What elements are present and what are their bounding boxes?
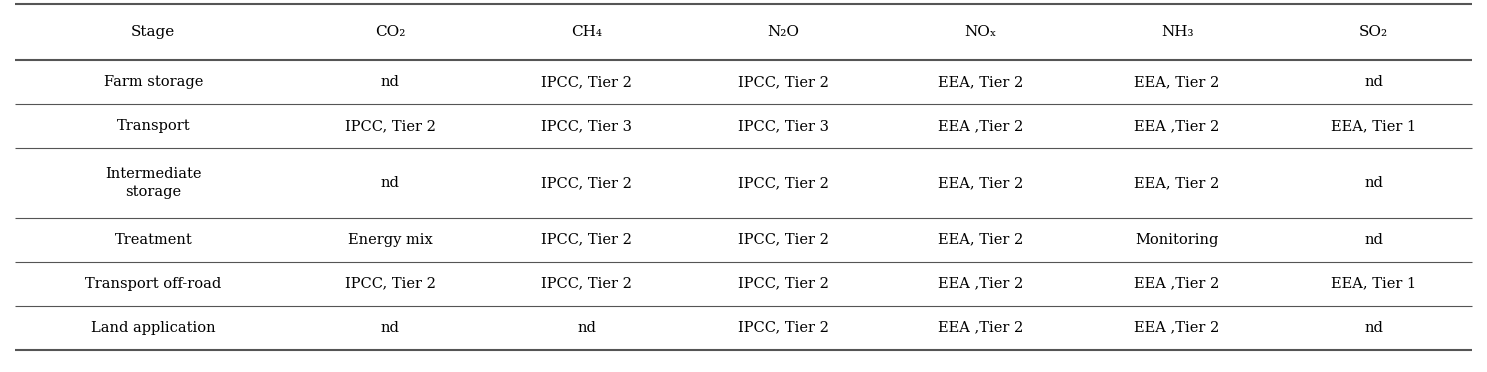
- Text: IPCC, Tier 2: IPCC, Tier 2: [541, 277, 632, 291]
- Text: IPCC, Tier 2: IPCC, Tier 2: [541, 232, 632, 247]
- Text: IPCC, Tier 2: IPCC, Tier 2: [738, 321, 830, 335]
- Text: nd: nd: [381, 176, 400, 190]
- Text: IPCC, Tier 2: IPCC, Tier 2: [345, 119, 436, 134]
- Text: EEA ,Tier 2: EEA ,Tier 2: [1135, 277, 1219, 291]
- Text: NH₃: NH₃: [1161, 25, 1193, 39]
- Text: EEA ,Tier 2: EEA ,Tier 2: [1135, 119, 1219, 134]
- Text: EEA, Tier 2: EEA, Tier 2: [938, 176, 1023, 190]
- Text: Energy mix: Energy mix: [348, 232, 433, 247]
- Text: IPCC, Tier 3: IPCC, Tier 3: [738, 119, 830, 134]
- Text: Transport off-road: Transport off-road: [85, 277, 222, 291]
- Text: Stage: Stage: [131, 25, 175, 39]
- Text: Farm storage: Farm storage: [104, 76, 204, 89]
- Text: EEA ,Tier 2: EEA ,Tier 2: [1135, 321, 1219, 335]
- Text: EEA ,Tier 2: EEA ,Tier 2: [938, 321, 1023, 335]
- Text: NOₓ: NOₓ: [964, 25, 996, 39]
- Text: CO₂: CO₂: [375, 25, 406, 39]
- Text: CH₄: CH₄: [571, 25, 602, 39]
- Text: EEA ,Tier 2: EEA ,Tier 2: [938, 119, 1023, 134]
- Text: Intermediate
storage: Intermediate storage: [106, 167, 202, 199]
- Text: Treatment: Treatment: [114, 232, 192, 247]
- Text: IPCC, Tier 2: IPCC, Tier 2: [345, 277, 436, 291]
- Text: Monitoring: Monitoring: [1136, 232, 1219, 247]
- Text: nd: nd: [381, 76, 400, 89]
- Text: nd: nd: [381, 321, 400, 335]
- Text: nd: nd: [1365, 321, 1383, 335]
- Text: nd: nd: [1365, 76, 1383, 89]
- Text: EEA, Tier 2: EEA, Tier 2: [1135, 176, 1219, 190]
- Text: EEA, Tier 1: EEA, Tier 1: [1331, 119, 1416, 134]
- Text: Transport: Transport: [116, 119, 190, 134]
- Text: nd: nd: [1365, 176, 1383, 190]
- Text: EEA ,Tier 2: EEA ,Tier 2: [938, 277, 1023, 291]
- Text: IPCC, Tier 3: IPCC, Tier 3: [541, 119, 632, 134]
- Text: IPCC, Tier 2: IPCC, Tier 2: [738, 76, 830, 89]
- Text: EEA, Tier 2: EEA, Tier 2: [938, 76, 1023, 89]
- Text: EEA, Tier 2: EEA, Tier 2: [1135, 76, 1219, 89]
- Text: Land application: Land application: [91, 321, 216, 335]
- Text: IPCC, Tier 2: IPCC, Tier 2: [738, 176, 830, 190]
- Text: nd: nd: [1365, 232, 1383, 247]
- Text: IPCC, Tier 2: IPCC, Tier 2: [738, 232, 830, 247]
- Text: N₂O: N₂O: [767, 25, 800, 39]
- Text: EEA, Tier 2: EEA, Tier 2: [938, 232, 1023, 247]
- Text: IPCC, Tier 2: IPCC, Tier 2: [541, 176, 632, 190]
- Text: SO₂: SO₂: [1359, 25, 1389, 39]
- Text: nd: nd: [577, 321, 596, 335]
- Text: EEA, Tier 1: EEA, Tier 1: [1331, 277, 1416, 291]
- Text: IPCC, Tier 2: IPCC, Tier 2: [541, 76, 632, 89]
- Text: IPCC, Tier 2: IPCC, Tier 2: [738, 277, 830, 291]
